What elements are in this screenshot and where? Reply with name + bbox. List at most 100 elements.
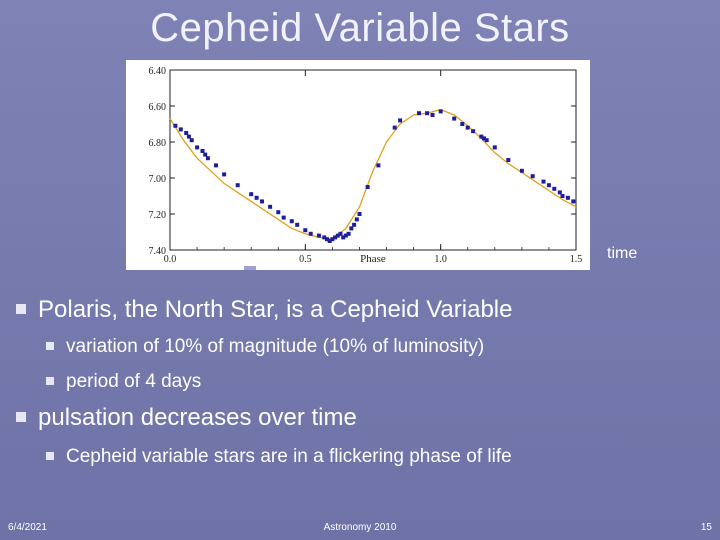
data-point <box>205 156 210 161</box>
y-axis: 6.40 6.60 6.80 7.00 7.20 7.40 <box>149 66 576 257</box>
data-point <box>325 237 329 242</box>
y-tick-label: 6.80 <box>149 138 167 149</box>
data-point <box>178 127 183 132</box>
data-point <box>352 222 357 227</box>
data-point <box>222 172 227 177</box>
data-point <box>189 138 194 143</box>
data-point <box>398 118 403 123</box>
y-tick-label: 7.00 <box>149 174 167 185</box>
square-bullet-icon <box>46 377 54 385</box>
data-point <box>571 199 576 204</box>
data-point <box>289 219 294 224</box>
chart-background <box>126 60 590 270</box>
data-point <box>200 149 205 153</box>
data-point <box>560 194 565 198</box>
data-point <box>357 212 362 216</box>
time-label: time <box>607 245 638 262</box>
x-tick-label: 0.0 <box>164 254 177 265</box>
data-point <box>308 231 313 236</box>
data-point <box>430 113 435 117</box>
data-point <box>184 131 189 135</box>
light-curve-chart: 6.40 6.60 6.80 7.00 7.20 7.40 0.0 0.5 1.0 1.5 Ph… <box>126 60 590 270</box>
data-point <box>346 231 351 236</box>
data-point <box>173 123 178 128</box>
data-point <box>425 111 430 116</box>
data-point <box>214 163 218 168</box>
data-point <box>506 158 511 162</box>
data-point <box>327 239 332 243</box>
footer-date: 6/4/2021 <box>8 522 47 533</box>
data-point <box>260 199 264 204</box>
data-point <box>316 233 321 238</box>
data-point <box>417 111 421 116</box>
data-point <box>186 134 191 139</box>
y-tick-label: 6.40 <box>149 66 167 77</box>
square-bullet-icon <box>46 452 54 460</box>
data-point <box>482 136 486 141</box>
data-point <box>354 217 359 222</box>
sub-bullet-item: period of 4 days <box>46 371 201 393</box>
footer-center-text: Astronomy 2010 <box>323 522 397 533</box>
sub-bullet-text: period of 4 days <box>66 371 202 392</box>
data-point <box>552 186 557 191</box>
bullet-item: pulsation decreases over time <box>16 404 357 432</box>
data-point <box>254 195 259 200</box>
sub-bullet-text: Cepheid variable stars are in a flickeri… <box>66 446 512 467</box>
fit-curve-line <box>169 108 577 240</box>
data-point <box>484 138 489 143</box>
bullet-text: Polaris, the North Star, is a Cepheid Va… <box>38 296 513 323</box>
data-point <box>452 116 457 121</box>
footer-page-number: 15 <box>700 522 712 533</box>
data-point <box>465 125 470 130</box>
data-point <box>276 210 281 215</box>
data-point <box>365 185 370 189</box>
data-point <box>281 215 286 220</box>
data-point <box>530 174 535 179</box>
y-tick-label: 6.60 <box>149 102 167 113</box>
data-point <box>335 233 340 238</box>
data-point <box>249 192 254 197</box>
square-bullet-icon <box>16 412 26 422</box>
data-point <box>557 190 562 195</box>
observation-points <box>173 109 576 243</box>
data-point <box>541 179 546 184</box>
data-point <box>492 145 497 150</box>
data-point <box>295 222 300 227</box>
data-point <box>565 195 570 200</box>
data-point <box>333 235 338 240</box>
sub-bullet-text: variation of 10% of magnitude (10% of lu… <box>66 336 485 357</box>
y-tick-label: 7.40 <box>149 246 167 257</box>
data-point <box>195 145 200 150</box>
data-point <box>519 168 524 173</box>
data-point <box>268 204 273 209</box>
data-point <box>341 235 346 240</box>
data-point <box>376 163 381 168</box>
x-tick-label: 1.5 <box>570 254 583 265</box>
bullet-text: pulsation decreases over time <box>38 404 357 431</box>
data-point <box>322 235 327 240</box>
data-point <box>349 226 354 231</box>
square-bullet-icon <box>46 342 54 350</box>
data-point <box>392 125 397 130</box>
light-curve-svg: 6.40 6.60 6.80 7.00 7.20 7.40 0.0 0.5 1.0 1.5 Ph… <box>126 60 590 270</box>
data-point <box>460 122 465 126</box>
x-tick-label: 1.0 <box>434 254 447 265</box>
data-point <box>235 183 240 188</box>
data-point <box>338 231 343 236</box>
data-point <box>303 228 308 233</box>
data-point <box>330 237 335 242</box>
x-tick-label: 0.5 <box>299 254 312 265</box>
data-point <box>479 134 484 139</box>
data-point <box>546 183 551 188</box>
square-bullet-icon <box>16 304 26 314</box>
slide-title: Cepheid Variable Stars <box>150 6 570 50</box>
data-point <box>438 109 443 114</box>
x-axis: 0.0 0.5 1.0 1.5 <box>164 70 583 265</box>
bullet-item: Polaris, the North Star, is a Cepheid Va… <box>16 296 512 324</box>
sub-bullet-item: Cepheid variable stars are in a flickeri… <box>46 446 512 468</box>
plot-frame <box>169 69 577 251</box>
data-point <box>343 233 348 238</box>
decorative-mark <box>244 266 256 270</box>
y-tick-label: 7.20 <box>149 210 167 221</box>
data-point <box>471 129 476 134</box>
